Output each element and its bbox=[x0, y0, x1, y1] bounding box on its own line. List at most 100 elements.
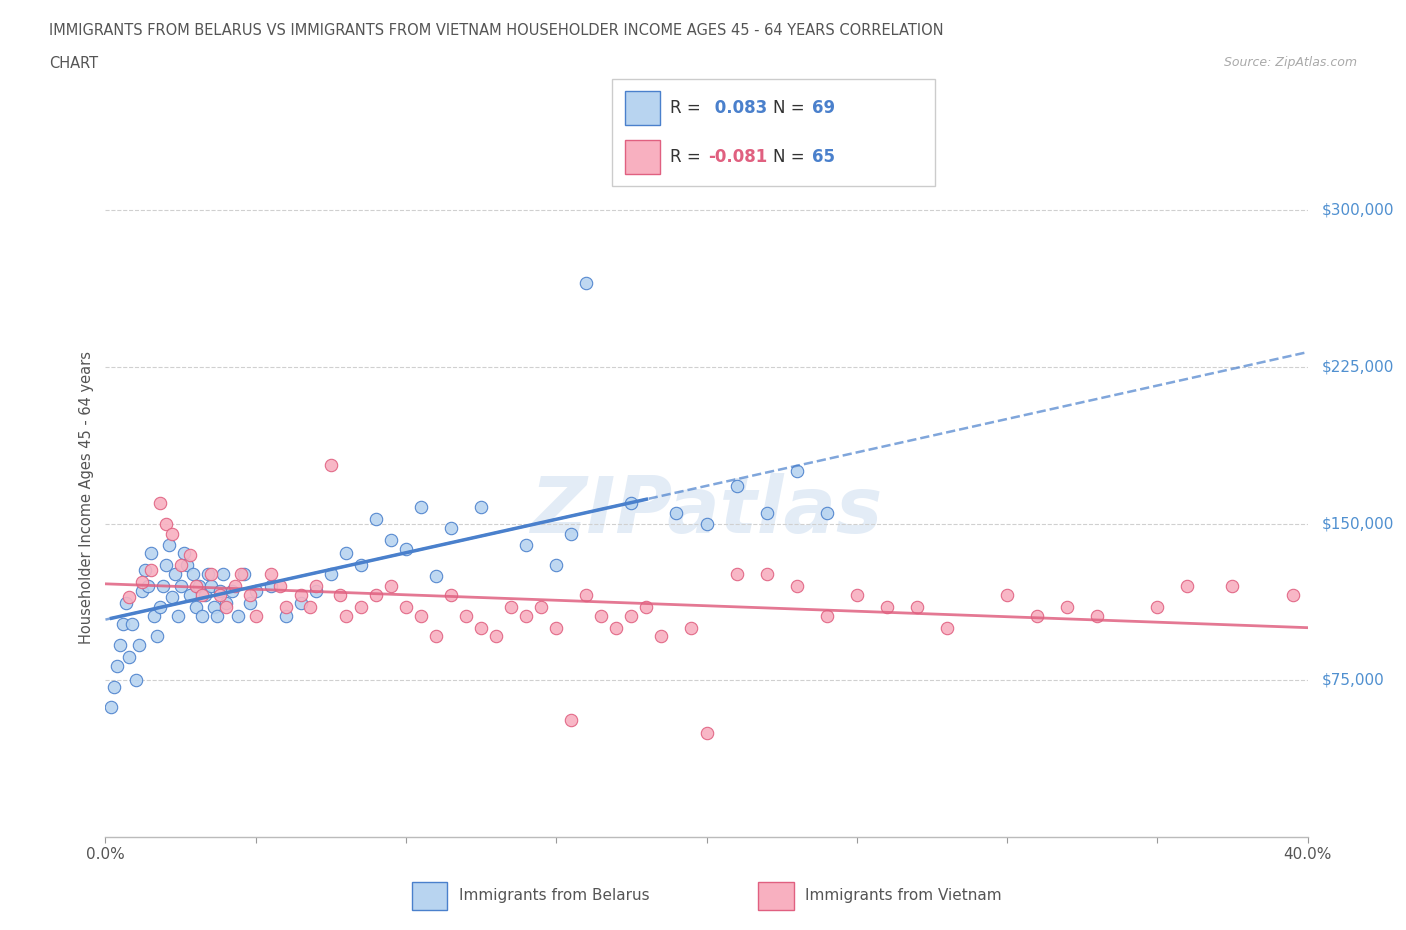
Point bbox=[200, 566, 222, 581]
Text: $300,000: $300,000 bbox=[1322, 203, 1393, 218]
Bar bbox=[624, 140, 661, 174]
Point bbox=[184, 578, 207, 593]
Point bbox=[1026, 608, 1049, 623]
Point bbox=[245, 583, 267, 598]
Point bbox=[1281, 587, 1303, 602]
Point bbox=[214, 595, 236, 610]
Point bbox=[380, 578, 402, 593]
Point bbox=[160, 590, 183, 604]
Point bbox=[131, 575, 153, 590]
Point bbox=[274, 608, 297, 623]
Point bbox=[305, 578, 328, 593]
Point bbox=[725, 566, 748, 581]
Point bbox=[221, 583, 243, 598]
Point bbox=[121, 617, 143, 631]
Point bbox=[160, 526, 183, 541]
Point bbox=[329, 587, 352, 602]
Point bbox=[605, 620, 627, 635]
Point bbox=[335, 608, 357, 623]
Point bbox=[620, 496, 643, 511]
Point bbox=[169, 578, 191, 593]
Point bbox=[560, 712, 582, 727]
Point bbox=[208, 583, 231, 598]
Text: Immigrants from Belarus: Immigrants from Belarus bbox=[458, 887, 650, 903]
Point bbox=[364, 587, 387, 602]
Point bbox=[530, 600, 553, 615]
Point bbox=[936, 620, 959, 635]
Point bbox=[100, 700, 122, 715]
Point bbox=[290, 595, 312, 610]
Point bbox=[620, 608, 643, 623]
Point bbox=[395, 600, 418, 615]
Text: ZIPatlas: ZIPatlas bbox=[530, 473, 883, 549]
Point bbox=[1175, 578, 1198, 593]
Y-axis label: Householder Income Ages 45 - 64 years: Householder Income Ages 45 - 64 years bbox=[79, 351, 94, 644]
Point bbox=[145, 629, 167, 644]
Point bbox=[197, 566, 219, 581]
Point bbox=[786, 578, 808, 593]
Point bbox=[395, 541, 418, 556]
Point bbox=[118, 590, 141, 604]
Point bbox=[755, 566, 778, 581]
Text: N =: N = bbox=[773, 148, 804, 166]
Point bbox=[211, 566, 233, 581]
Point bbox=[269, 578, 291, 593]
Point bbox=[148, 600, 170, 615]
Point bbox=[725, 479, 748, 494]
Point bbox=[470, 620, 492, 635]
Point bbox=[876, 600, 898, 615]
Point bbox=[319, 566, 342, 581]
Text: 69: 69 bbox=[813, 99, 835, 117]
Point bbox=[995, 587, 1018, 602]
Point bbox=[1222, 578, 1244, 593]
Point bbox=[409, 608, 432, 623]
Bar bbox=[412, 883, 447, 910]
Bar bbox=[758, 883, 793, 910]
Point bbox=[305, 583, 328, 598]
Point bbox=[155, 516, 177, 531]
Point bbox=[298, 600, 321, 615]
Text: $150,000: $150,000 bbox=[1322, 516, 1393, 531]
Point bbox=[274, 600, 297, 615]
Point bbox=[118, 650, 141, 665]
Point bbox=[226, 608, 249, 623]
Point bbox=[350, 558, 373, 573]
Point bbox=[163, 566, 186, 581]
Point bbox=[148, 496, 170, 511]
Point bbox=[575, 276, 598, 291]
Point bbox=[350, 600, 373, 615]
Point bbox=[184, 600, 207, 615]
Point bbox=[124, 673, 146, 688]
Point bbox=[260, 578, 283, 593]
Text: Source: ZipAtlas.com: Source: ZipAtlas.com bbox=[1223, 56, 1357, 69]
Point bbox=[380, 533, 402, 548]
Point bbox=[136, 578, 159, 593]
Point bbox=[364, 512, 387, 527]
Point bbox=[224, 578, 246, 593]
Point bbox=[190, 608, 212, 623]
Point bbox=[696, 516, 718, 531]
Point bbox=[440, 587, 463, 602]
Point bbox=[128, 637, 150, 652]
Point bbox=[290, 587, 312, 602]
Point bbox=[755, 506, 778, 521]
Point bbox=[335, 546, 357, 561]
Text: R =: R = bbox=[669, 99, 700, 117]
Point bbox=[1146, 600, 1168, 615]
Point bbox=[560, 526, 582, 541]
Point bbox=[139, 546, 162, 561]
Point bbox=[112, 617, 135, 631]
Point bbox=[190, 587, 212, 602]
Point bbox=[485, 629, 508, 644]
Point bbox=[200, 578, 222, 593]
Point bbox=[179, 587, 201, 602]
Point bbox=[470, 499, 492, 514]
Point bbox=[1056, 600, 1078, 615]
Point bbox=[139, 562, 162, 577]
Point bbox=[440, 521, 463, 536]
Point bbox=[142, 608, 165, 623]
Point bbox=[239, 595, 262, 610]
Point bbox=[546, 620, 568, 635]
Point bbox=[681, 620, 703, 635]
Text: -0.081: -0.081 bbox=[709, 148, 768, 166]
